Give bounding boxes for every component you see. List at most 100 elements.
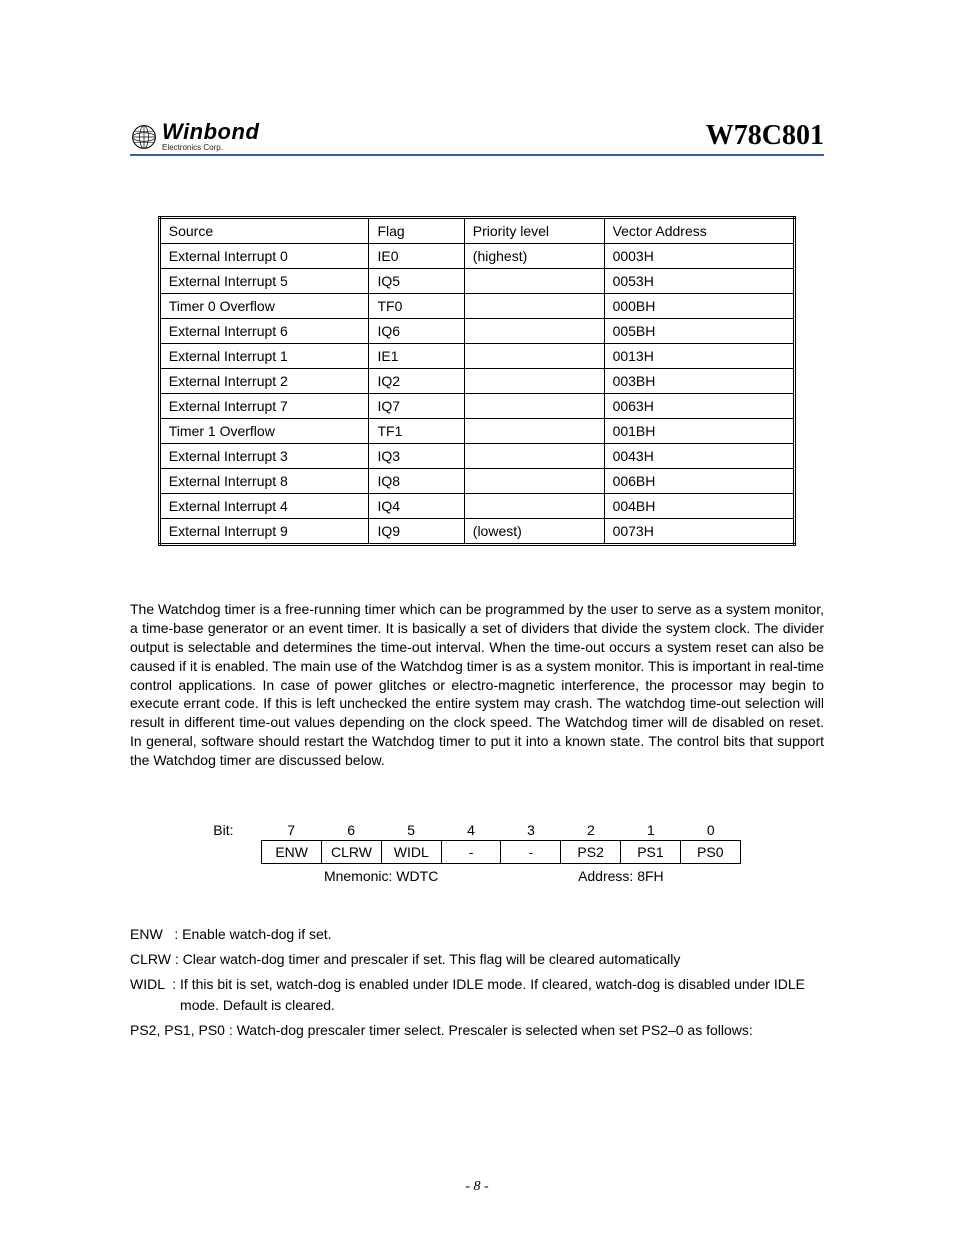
table-row: Timer 0 OverflowTF0 000BH [159, 294, 794, 319]
bit-number: 0 [681, 820, 741, 840]
table-row: External Interrupt 4IQ4 004BH [159, 494, 794, 519]
logo-block: Winbond Electronics Corp. [130, 121, 259, 152]
register-diagram: Bit: 76543210 ENWCLRWWIDL--PS2PS1PS0 Mne… [213, 820, 740, 884]
table-cell [464, 344, 604, 369]
table-cell: 0003H [604, 244, 795, 269]
table-row: External Interrupt 2IQ2 003BH [159, 369, 794, 394]
bit-number: 6 [321, 820, 381, 840]
table-header-cell: Source [159, 218, 369, 244]
table-row: External Interrupt 5IQ50053H [159, 269, 794, 294]
table-cell: External Interrupt 6 [159, 319, 369, 344]
table-row: External Interrupt 0IE0(highest)0003H [159, 244, 794, 269]
table-cell: 006BH [604, 469, 795, 494]
register-bit-cell: PS0 [680, 841, 740, 864]
table-cell: IE1 [369, 344, 464, 369]
table-cell: 005BH [604, 319, 795, 344]
brand-sub: Electronics Corp. [162, 144, 259, 152]
table-cell: 0053H [604, 269, 795, 294]
table-cell: 001BH [604, 419, 795, 444]
part-number: W78C801 [706, 120, 824, 152]
definition-row: CLRW : Clear watch-dog timer and prescal… [130, 949, 824, 970]
register-bit-cell: PS2 [561, 841, 621, 864]
table-cell: IQ4 [369, 494, 464, 519]
register-bit-cell: WIDL [381, 841, 441, 864]
table-cell: 003BH [604, 369, 795, 394]
definition-row: ENW : Enable watch-dog if set. [130, 924, 824, 945]
table-cell [464, 419, 604, 444]
table-row: External Interrupt 8IQ8 006BH [159, 469, 794, 494]
page-header: Winbond Electronics Corp. W78C801 [130, 120, 824, 156]
register-bit-cell: ENW [262, 841, 322, 864]
table-cell: External Interrupt 8 [159, 469, 369, 494]
table-cell: 0013H [604, 344, 795, 369]
table-cell: External Interrupt 7 [159, 394, 369, 419]
definition-term: CLRW : [130, 949, 183, 970]
table-row: External Interrupt 9IQ9(lowest)0073H [159, 519, 794, 545]
table-cell: IQ3 [369, 444, 464, 469]
definition-body: Enable watch-dog if set. [182, 924, 824, 945]
definition-row: WIDL : If this bit is set, watch-dog is … [130, 974, 824, 1016]
definition-term: ENW : [130, 924, 182, 945]
table-header-cell: Flag [369, 218, 464, 244]
table-cell: IE0 [369, 244, 464, 269]
table-cell: Timer 1 Overflow [159, 419, 369, 444]
register-bit-cell: PS1 [621, 841, 681, 864]
bit-number: 1 [621, 820, 681, 840]
register-bit-cell: - [501, 841, 561, 864]
table-cell [464, 444, 604, 469]
register-bit-cell: CLRW [322, 841, 382, 864]
table-cell [464, 269, 604, 294]
register-bits-table: ENWCLRWWIDL--PS2PS1PS0 [261, 840, 740, 864]
table-cell: External Interrupt 2 [159, 369, 369, 394]
bit-number: 5 [381, 820, 441, 840]
table-cell [464, 294, 604, 319]
table-cell: TF0 [369, 294, 464, 319]
interrupt-table: SourceFlagPriority levelVector AddressEx… [158, 216, 796, 546]
definition-row: PS2, PS1, PS0 : Watch-dog prescaler time… [130, 1020, 824, 1041]
table-cell: External Interrupt 1 [159, 344, 369, 369]
register-address: Address: 8FH [501, 868, 741, 884]
table-cell: IQ2 [369, 369, 464, 394]
table-cell: External Interrupt 4 [159, 494, 369, 519]
table-cell: IQ6 [369, 319, 464, 344]
watchdog-paragraph: The Watchdog timer is a free-running tim… [130, 600, 824, 770]
table-cell [464, 494, 604, 519]
register-mnemonic: Mnemonic: WDTC [261, 868, 501, 884]
definition-body: Clear watch-dog timer and prescaler if s… [183, 949, 824, 970]
table-cell: External Interrupt 5 [159, 269, 369, 294]
table-cell [464, 319, 604, 344]
brand-name: Winbond [162, 121, 259, 143]
table-row: External Interrupt 3IQ3 0043H [159, 444, 794, 469]
definition-body: If this bit is set, watch-dog is enabled… [180, 974, 824, 1016]
bit-definitions: ENW : Enable watch-dog if set. CLRW : Cle… [130, 924, 824, 1041]
page-footer: - 8 - [0, 1179, 954, 1195]
bit-number: 4 [441, 820, 501, 840]
table-cell: 000BH [604, 294, 795, 319]
table-cell: TF1 [369, 419, 464, 444]
table-cell: 0043H [604, 444, 795, 469]
table-cell: External Interrupt 0 [159, 244, 369, 269]
table-cell: 0073H [604, 519, 795, 545]
table-row: External Interrupt 1IE1 0013H [159, 344, 794, 369]
table-cell: IQ8 [369, 469, 464, 494]
table-cell: 004BH [604, 494, 795, 519]
table-cell [464, 469, 604, 494]
table-header-cell: Vector Address [604, 218, 795, 244]
table-row: External Interrupt 6IQ6 005BH [159, 319, 794, 344]
globe-icon [130, 123, 158, 151]
table-cell: IQ7 [369, 394, 464, 419]
table-cell: 0063H [604, 394, 795, 419]
table-cell [464, 394, 604, 419]
table-cell: Timer 0 Overflow [159, 294, 369, 319]
bit-number: 3 [501, 820, 561, 840]
table-cell: External Interrupt 9 [159, 519, 369, 545]
table-cell: External Interrupt 3 [159, 444, 369, 469]
table-cell: (highest) [464, 244, 604, 269]
table-cell: IQ9 [369, 519, 464, 545]
table-header-cell: Priority level [464, 218, 604, 244]
definition-body: PS2, PS1, PS0 : Watch-dog prescaler time… [130, 1020, 824, 1041]
table-row: Timer 1 OverflowTF1 001BH [159, 419, 794, 444]
table-cell: (lowest) [464, 519, 604, 545]
bit-number: 7 [261, 820, 321, 840]
definition-term: WIDL : [130, 974, 180, 1016]
